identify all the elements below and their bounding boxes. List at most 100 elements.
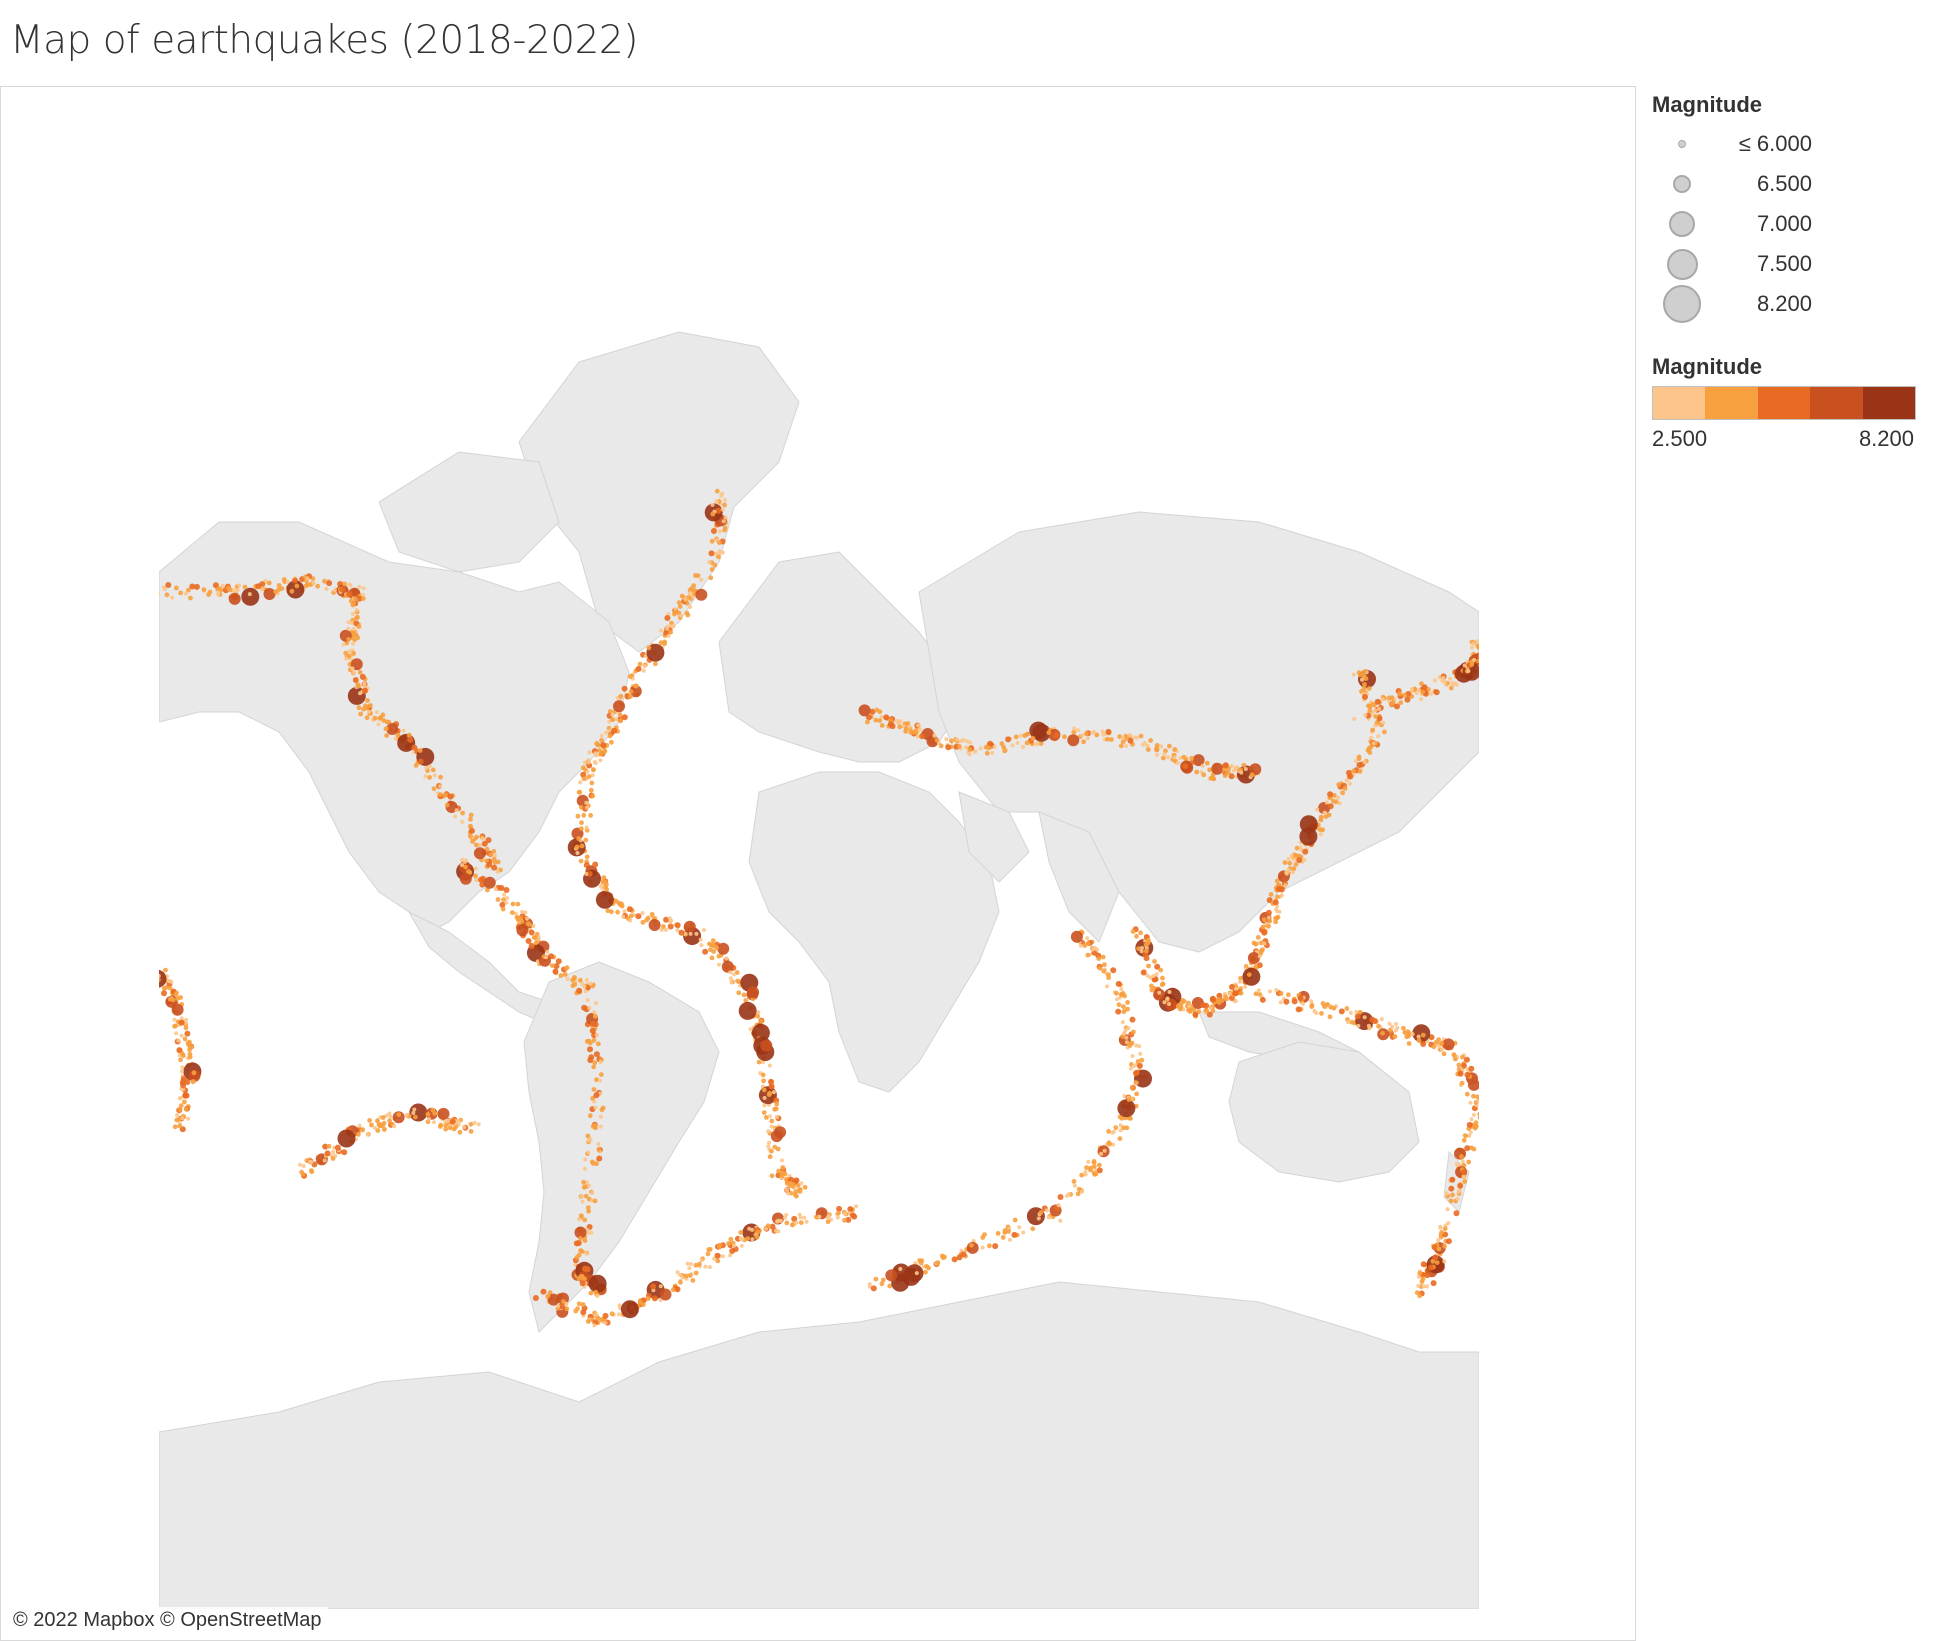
earthquake-point[interactable]: [795, 1183, 801, 1188]
earthquake-point[interactable]: [1138, 733, 1144, 739]
earthquake-point[interactable]: [915, 734, 920, 739]
earthquake-point[interactable]: [1163, 748, 1168, 754]
earthquake-point[interactable]: [1462, 1179, 1468, 1184]
earthquake-point[interactable]: [1347, 773, 1354, 780]
earthquake-point[interactable]: [427, 764, 432, 769]
earthquake-point[interactable]: [1459, 1080, 1465, 1086]
earthquake-point[interactable]: [174, 1031, 179, 1036]
earthquake-point[interactable]: [1373, 723, 1378, 728]
earthquake-point[interactable]: [710, 938, 716, 943]
earthquake-point[interactable]: [1021, 744, 1026, 749]
earthquake-point[interactable]: [1151, 974, 1156, 979]
earthquake-point[interactable]: [1420, 1261, 1427, 1268]
earthquake-point[interactable]: [183, 1092, 190, 1099]
earthquake-point[interactable]: [174, 1117, 180, 1123]
earthquake-point[interactable]: [564, 965, 570, 971]
earthquake-point[interactable]: [804, 1219, 809, 1224]
earthquake-point[interactable]: [474, 878, 479, 883]
earthquake-point[interactable]: [1322, 1004, 1327, 1009]
earthquake-point[interactable]: [242, 584, 248, 590]
earthquake-point[interactable]: [1469, 1117, 1474, 1122]
earthquake-point[interactable]: [279, 586, 285, 591]
earthquake-point[interactable]: [1419, 681, 1424, 687]
earthquake-point[interactable]: [722, 527, 727, 533]
earthquake-point[interactable]: [1432, 678, 1437, 683]
earthquake-point[interactable]: [1093, 1168, 1098, 1173]
earthquake-point[interactable]: [587, 750, 592, 755]
earthquake-point[interactable]: [769, 1124, 774, 1129]
earthquake-point[interactable]: [1138, 1051, 1143, 1056]
earthquake-point[interactable]: [714, 499, 719, 504]
earthquake-point[interactable]: [263, 578, 268, 583]
earthquake-point[interactable]: [750, 1237, 755, 1242]
earthquake-point[interactable]: [1204, 1008, 1210, 1013]
earthquake-point[interactable]: [1323, 811, 1328, 815]
earthquake-point[interactable]: [285, 579, 290, 584]
earthquake-point[interactable]: [1096, 1167, 1103, 1174]
earthquake-point[interactable]: [1085, 936, 1090, 941]
earthquake-point[interactable]: [676, 600, 682, 605]
earthquake-point[interactable]: [1430, 1258, 1436, 1264]
earthquake-point[interactable]: [220, 583, 225, 588]
earthquake-point[interactable]: [708, 942, 714, 948]
earthquake-point[interactable]: [1467, 1133, 1472, 1138]
earthquake-point[interactable]: [1260, 947, 1265, 952]
earthquake-point[interactable]: [688, 931, 693, 936]
earthquake-point[interactable]: [593, 1289, 599, 1295]
earthquake-point[interactable]: [1373, 708, 1378, 713]
earthquake-point[interactable]: [598, 1114, 603, 1119]
earthquake-point[interactable]: [187, 1054, 193, 1060]
earthquake-point[interactable]: [472, 1120, 477, 1125]
earthquake-point[interactable]: [1300, 1001, 1305, 1006]
earthquake-point[interactable]: [344, 656, 349, 661]
earthquake-point[interactable]: [184, 1030, 191, 1037]
earthquake-point[interactable]: [1132, 735, 1137, 740]
earthquake-point[interactable]: [309, 1160, 314, 1164]
earthquake-point[interactable]: [1419, 697, 1424, 702]
earthquake-point[interactable]: [794, 1193, 799, 1199]
earthquake-point[interactable]: [799, 1181, 804, 1186]
earthquake-point[interactable]: [706, 1247, 712, 1252]
earthquake-point[interactable]: [322, 1143, 329, 1150]
earthquake-point[interactable]: [444, 802, 450, 808]
earthquake-point[interactable]: [696, 1261, 702, 1267]
earthquake-point[interactable]: [339, 586, 346, 593]
earthquake-point[interactable]: [580, 771, 587, 778]
earthquake-point[interactable]: [1138, 930, 1143, 936]
earthquake-point[interactable]: [738, 1236, 743, 1241]
earthquake-point[interactable]: [387, 1111, 392, 1116]
earthquake-point[interactable]: [593, 1105, 598, 1110]
earthquake-point[interactable]: [956, 743, 962, 749]
earthquake-point[interactable]: [581, 1265, 588, 1272]
earthquake-point[interactable]: [745, 1236, 751, 1241]
earthquake-point[interactable]: [763, 1115, 769, 1120]
earthquake-point[interactable]: [1476, 658, 1479, 664]
earthquake-point[interactable]: [324, 586, 329, 591]
earthquake-point[interactable]: [228, 592, 241, 605]
earthquake-point[interactable]: [1131, 1064, 1136, 1069]
earthquake-point[interactable]: [910, 729, 916, 735]
earthquake-point[interactable]: [641, 668, 646, 673]
earthquake-point[interactable]: [1416, 1283, 1421, 1288]
earthquake-point[interactable]: [598, 758, 603, 763]
earthquake-point[interactable]: [216, 592, 221, 597]
earthquake-point[interactable]: [836, 1210, 841, 1216]
earthquake-point[interactable]: [577, 789, 583, 795]
earthquake-point[interactable]: [686, 594, 692, 600]
earthquake-point[interactable]: [491, 864, 498, 871]
earthquake-point[interactable]: [1278, 1000, 1283, 1005]
earthquake-point[interactable]: [1124, 1040, 1129, 1045]
earthquake-point[interactable]: [1356, 754, 1362, 760]
earthquake-point[interactable]: [1393, 1022, 1398, 1026]
earthquake-point[interactable]: [992, 744, 997, 749]
earthquake-point[interactable]: [1096, 1162, 1102, 1168]
earthquake-point[interactable]: [769, 1173, 775, 1179]
earthquake-point[interactable]: [1106, 1140, 1112, 1146]
earthquake-point[interactable]: [576, 836, 582, 841]
earthquake-point[interactable]: [474, 834, 480, 840]
earthquake-point[interactable]: [1034, 742, 1039, 747]
earthquake-point[interactable]: [509, 910, 515, 915]
earthquake-point[interactable]: [607, 709, 613, 714]
earthquake-point[interactable]: [1207, 767, 1213, 773]
earthquake-point[interactable]: [980, 1235, 986, 1240]
